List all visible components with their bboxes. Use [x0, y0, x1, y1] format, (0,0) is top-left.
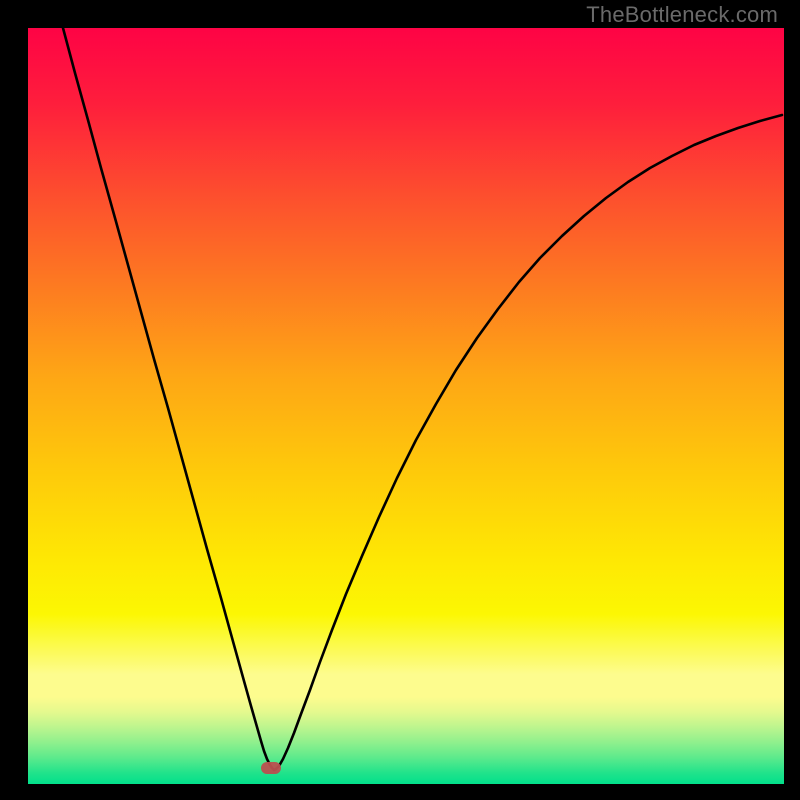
border-right — [784, 0, 800, 800]
watermark-text: TheBottleneck.com — [586, 2, 778, 28]
bottleneck-chart — [0, 0, 800, 800]
optimum-marker — [261, 762, 281, 774]
border-bottom — [0, 784, 800, 800]
chart-container: TheBottleneck.com — [0, 0, 800, 800]
plot-background — [28, 28, 784, 784]
border-left — [0, 0, 28, 800]
